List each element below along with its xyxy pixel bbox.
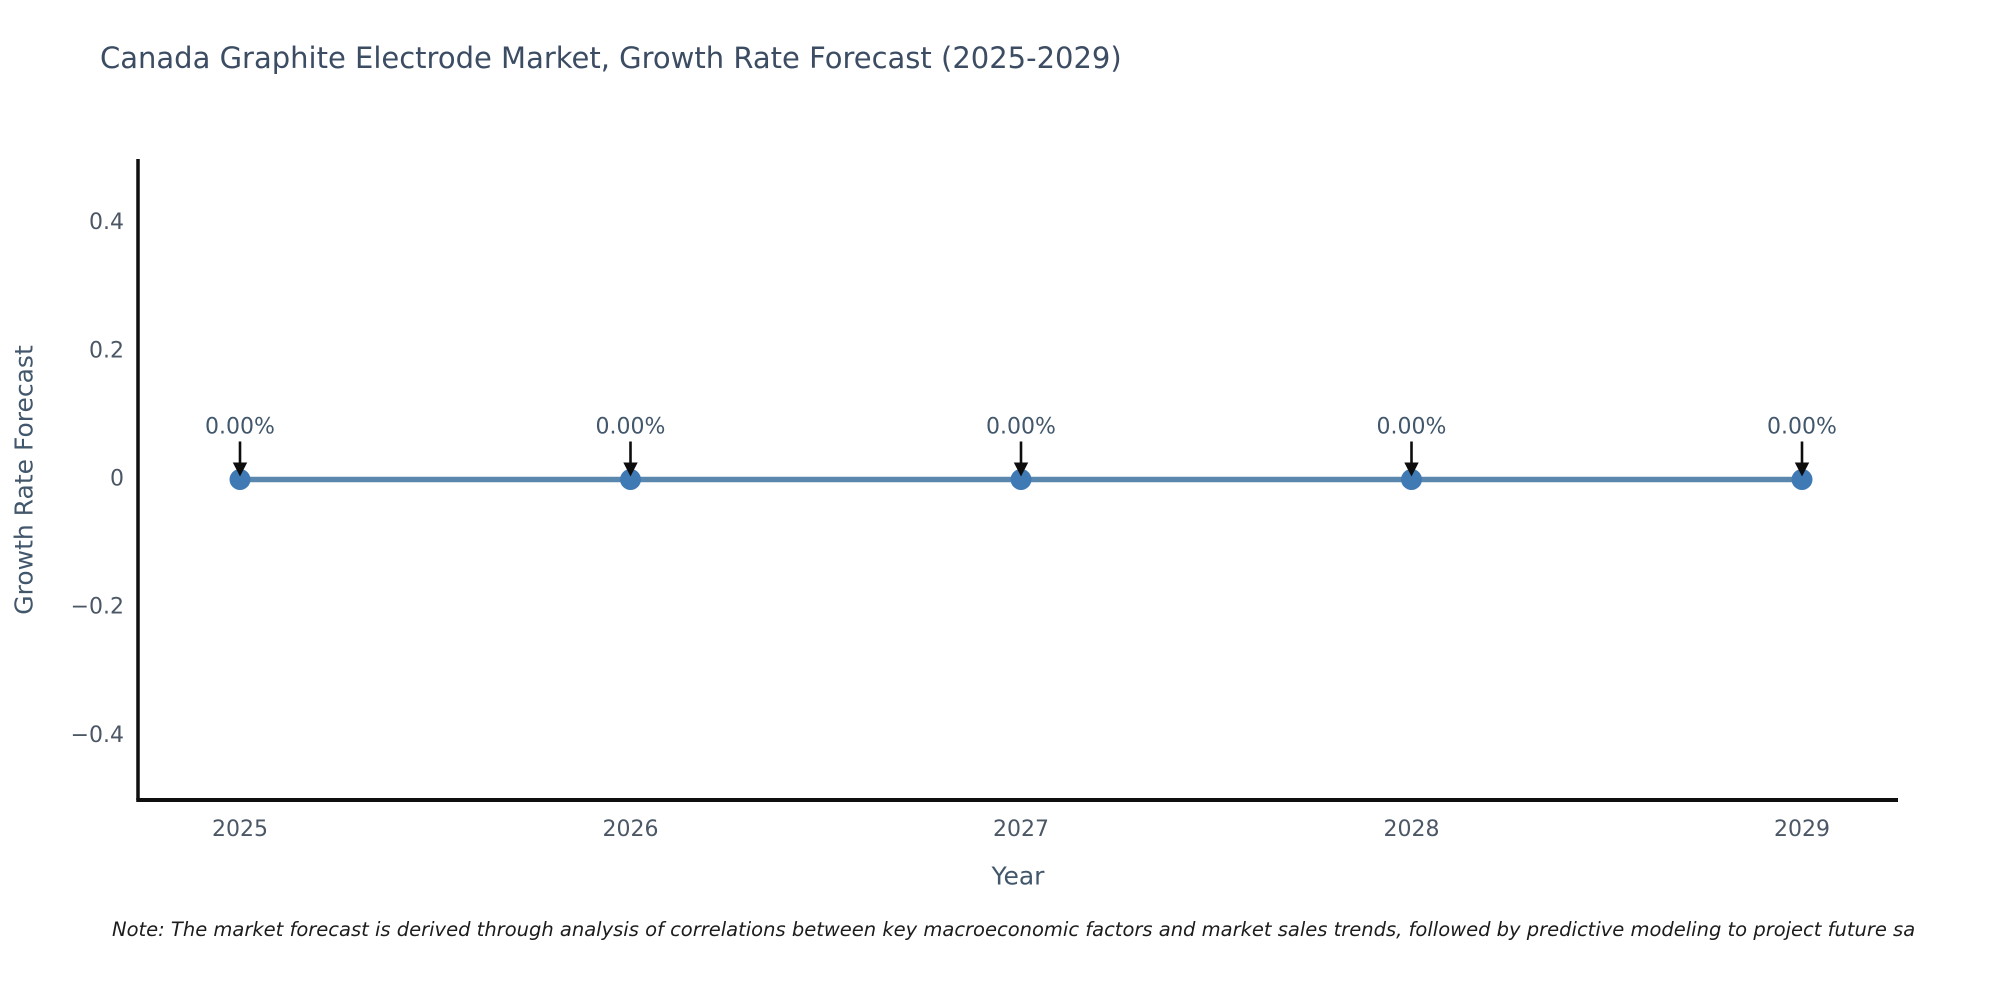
x-tick-label: 2025: [212, 817, 268, 842]
x-tick-label: 2028: [1384, 817, 1440, 842]
annotation-arrow-head: [232, 462, 248, 477]
annotation-arrow-head: [623, 462, 638, 477]
annotation-arrow-head: [1013, 462, 1029, 477]
point-value-label: 0.00%: [986, 415, 1056, 440]
y-tick-label: 0.4: [89, 210, 124, 235]
x-tick-label: 2026: [603, 817, 659, 842]
data-point-marker: [620, 469, 641, 490]
y-tick-label: 0: [110, 467, 124, 492]
point-value-label: 0.00%: [1377, 415, 1447, 440]
x-axis-title: Year: [991, 861, 1045, 891]
x-tick-label: 2027: [993, 817, 1049, 842]
data-point-marker: [1401, 469, 1422, 490]
data-point-marker: [229, 469, 251, 490]
y-tick-label: −0.2: [71, 595, 124, 620]
footnote: Note: The market forecast is derived thr…: [112, 918, 1916, 941]
annotation-arrow-head: [1404, 462, 1419, 477]
data-point-marker: [1791, 469, 1813, 490]
x-tick-label: 2029: [1774, 817, 1830, 842]
data-point-marker: [1010, 469, 1032, 490]
y-tick-label: 0.2: [89, 338, 124, 363]
annotation-arrow-head: [1794, 462, 1810, 477]
point-value-label: 0.00%: [1767, 415, 1837, 440]
y-tick-label: −0.4: [71, 723, 124, 748]
chart-title: Canada Graphite Electrode Market, Growth…: [100, 41, 1122, 75]
point-value-label: 0.00%: [596, 415, 666, 440]
point-value-label: 0.00%: [205, 415, 275, 440]
